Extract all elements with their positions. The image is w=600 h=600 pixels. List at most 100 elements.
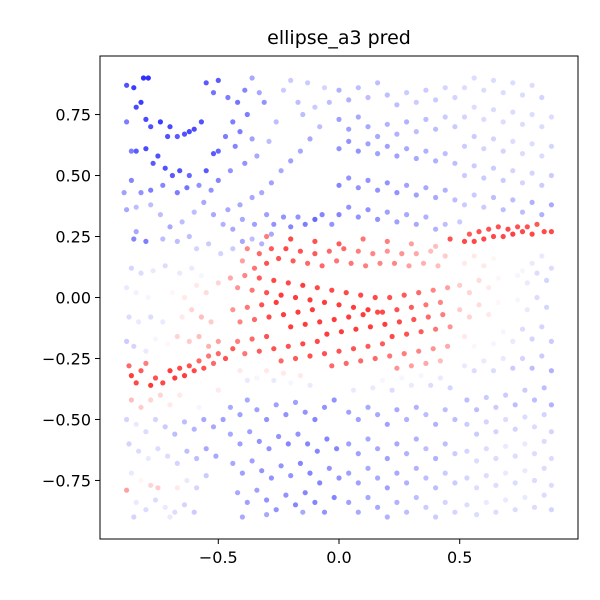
data-point [244,246,250,252]
data-point [157,119,163,125]
data-point [124,487,130,493]
data-point [360,375,366,381]
data-point [442,85,448,91]
data-point [406,263,412,269]
data-point [155,485,161,491]
data-point [377,260,383,266]
data-point [548,265,555,271]
data-point [534,270,540,276]
data-point [268,246,274,252]
data-point [413,155,419,162]
data-point [375,446,381,452]
data-point [230,119,236,125]
data-point [394,470,400,476]
data-point [249,75,255,81]
data-point [235,285,241,291]
data-point [242,351,248,357]
data-point [341,380,347,386]
data-point [148,382,154,388]
data-point [317,124,323,130]
data-point [394,102,400,108]
data-point [524,224,530,230]
data-point [124,285,130,291]
data-point [314,448,320,454]
data-point [157,212,163,218]
data-point [433,455,439,462]
data-point [128,373,134,379]
data-point [430,346,436,352]
data-point [169,307,175,313]
data-point [433,158,439,164]
data-point [152,497,159,503]
data-point [375,475,381,481]
data-point [363,263,369,269]
data-point [355,509,361,515]
data-point [394,190,400,196]
data-point [515,297,521,303]
data-point [384,485,390,491]
data-point [271,221,277,227]
data-point [503,392,509,398]
data-point [302,409,308,415]
data-point [196,182,202,188]
y-tick-label: 0.25 [55,228,91,247]
data-point [548,482,555,488]
data-point [394,499,400,505]
data-point [370,251,376,257]
data-point [539,94,545,101]
data-point [128,148,134,154]
data-point [244,304,250,310]
data-point [471,192,477,198]
data-point [384,238,390,244]
data-point [365,207,371,213]
data-point [160,236,166,242]
data-point [370,385,376,391]
data-point [203,168,209,174]
data-point [500,148,506,154]
data-point [186,399,192,405]
data-point [179,219,185,225]
data-point [288,224,294,230]
data-point [128,265,134,271]
data-point [413,494,419,501]
data-point [452,509,458,515]
data-point [121,190,127,196]
data-point [143,360,149,366]
data-point [503,416,509,423]
data-point [256,90,262,96]
data-point [541,412,547,418]
data-point [464,502,470,508]
data-point [461,114,468,120]
data-point [191,368,197,374]
data-point [445,343,451,349]
data-point [235,99,241,105]
data-point [355,114,361,120]
data-point [531,451,538,457]
data-point [430,287,436,293]
data-point [336,348,342,354]
data-point [264,497,270,503]
data-point [490,368,497,374]
data-point [256,438,262,444]
data-point [355,480,361,486]
data-point [124,416,130,423]
data-point [157,392,163,398]
data-point [522,494,528,501]
data-point [288,473,294,479]
data-point [249,287,255,293]
data-point [389,387,395,393]
data-point [404,480,410,486]
data-point [191,426,197,432]
data-point [413,251,419,257]
data-point [280,370,287,376]
data-point [152,416,159,423]
data-point [285,280,291,286]
data-point [307,353,313,359]
data-point [505,226,511,232]
data-point [510,258,516,264]
data-point [215,280,221,286]
data-point [334,446,340,452]
data-point [490,136,497,142]
data-point [336,212,342,218]
data-point [201,416,207,423]
